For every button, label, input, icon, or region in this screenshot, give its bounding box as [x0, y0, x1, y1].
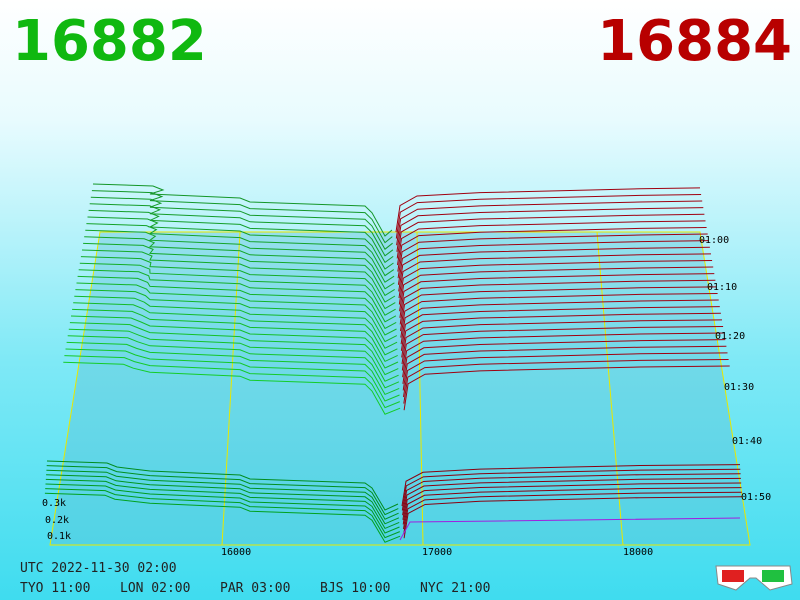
depth-line [83, 242, 395, 297]
depth-line [395, 187, 701, 233]
depth-line [68, 328, 399, 382]
depth-line [397, 233, 708, 279]
grid-line [416, 231, 424, 546]
utc-time: UTC 2022-11-30 02:00 [20, 561, 177, 576]
price-label: 17000 [422, 547, 452, 558]
depth-line [73, 302, 398, 356]
depth-line [46, 465, 399, 516]
depth-line [89, 203, 394, 257]
depth-line [46, 469, 399, 520]
depth-line [401, 464, 741, 507]
depth-line [403, 487, 742, 530]
depth-line [45, 478, 400, 530]
depth-line [402, 339, 726, 384]
depth-line [402, 477, 741, 520]
depth-line [91, 190, 393, 244]
depth-line [80, 256, 396, 310]
city-time: NYC 21:00 [420, 581, 490, 596]
depth-line [85, 229, 395, 283]
depth-line [65, 348, 400, 402]
time-label: 01:10 [707, 282, 737, 293]
depth-line [86, 223, 395, 277]
depth-line [403, 496, 743, 539]
depth-line [397, 240, 709, 285]
depth-line [44, 492, 401, 543]
depth-line [395, 193, 702, 239]
depth-line [63, 361, 401, 415]
depth-line [402, 482, 742, 525]
depth-line [92, 183, 393, 237]
city-time: LON 02:00 [120, 581, 190, 596]
depth-line [64, 355, 400, 409]
depth-line [403, 491, 742, 534]
depth-line [401, 312, 721, 358]
depth-line [77, 275, 397, 330]
depth-line [401, 325, 724, 371]
depth-line [399, 273, 715, 318]
depth-line [75, 289, 398, 343]
depth-line [400, 306, 720, 351]
depth-line [401, 468, 741, 511]
depth-line [74, 295, 398, 349]
depth-line [67, 335, 400, 389]
depth-line [399, 266, 714, 312]
city-time: PAR 03:00 [220, 581, 290, 596]
time-label: 01:20 [715, 331, 745, 342]
3d-glasses-button[interactable] [715, 565, 793, 591]
depth-line [46, 460, 399, 511]
depth-line [400, 286, 717, 332]
depth-line [399, 279, 716, 325]
depth-line [402, 332, 725, 378]
depth-label: 0.1k [47, 531, 71, 542]
depth-line [400, 292, 718, 338]
depth-line [76, 282, 397, 336]
depth-line [45, 483, 400, 534]
depth-line [403, 352, 728, 398]
depth-line [45, 488, 400, 539]
depth-line [403, 365, 730, 411]
price-label: 16000 [221, 547, 251, 558]
depth-line [79, 262, 396, 316]
depth-line [72, 308, 398, 363]
depth-line [66, 341, 400, 396]
depth-line [90, 196, 393, 250]
depth-line [399, 517, 741, 541]
ask-price: 16884 [597, 9, 792, 74]
depth-line [398, 253, 712, 299]
depth-line [397, 220, 706, 266]
depth-line [88, 209, 394, 264]
depth-line [69, 322, 399, 376]
time-label: 01:40 [732, 436, 762, 447]
depth-line [84, 236, 395, 290]
depth-label: 0.2k [45, 515, 69, 526]
depth-line [402, 345, 727, 391]
depth-line [396, 200, 703, 246]
depth-line [78, 269, 397, 323]
depth-line [70, 315, 399, 369]
time-label: 01:50 [741, 492, 771, 503]
depth-line [398, 246, 710, 292]
city-time: TYO 11:00 [20, 581, 90, 596]
grid-line [596, 231, 624, 546]
depth-line [398, 259, 713, 305]
depth-label: 0.3k [42, 498, 66, 509]
city-time: BJS 10:00 [320, 581, 390, 596]
depth-line [401, 319, 723, 365]
price-label: 18000 [623, 547, 653, 558]
depth-line [46, 474, 400, 525]
time-label: 01:30 [724, 382, 754, 393]
depth-line [87, 216, 394, 270]
depth-line [396, 207, 704, 252]
depth-line [396, 213, 705, 259]
depth-line [403, 358, 729, 404]
depth-line [81, 249, 396, 303]
depth-line [402, 473, 741, 516]
depth-line [400, 299, 719, 345]
depth-line [397, 226, 707, 272]
bid-price: 16882 [12, 9, 207, 74]
time-label: 01:00 [699, 235, 729, 246]
